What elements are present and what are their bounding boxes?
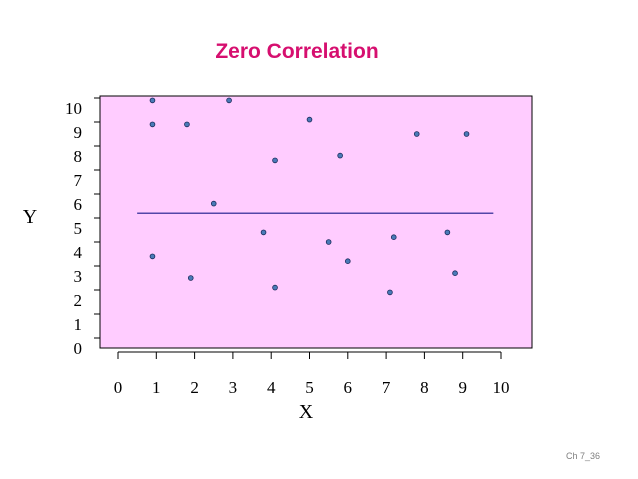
x-tick-label: 8 <box>420 378 429 397</box>
data-point <box>272 284 278 291</box>
data-point <box>337 152 343 159</box>
y-axis-label: Y <box>23 206 37 228</box>
x-tick-label: 6 <box>344 378 353 397</box>
x-tick-label: 9 <box>458 378 467 397</box>
data-point <box>413 131 420 137</box>
y-tick-label: 4 <box>74 243 83 262</box>
y-tick-label: 8 <box>74 147 83 166</box>
x-tick-label: 1 <box>152 378 161 397</box>
chart-title: Zero Correlation <box>215 40 378 63</box>
data-point <box>210 200 217 207</box>
y-tick-label: 1 <box>74 315 83 334</box>
data-point <box>387 289 393 296</box>
data-point <box>306 116 313 123</box>
y-tick-label: 6 <box>74 195 83 214</box>
data-point <box>463 131 470 137</box>
x-tick-label: 4 <box>267 378 276 397</box>
x-tick-label: 7 <box>382 378 391 397</box>
slide-footer: Ch 7_36 <box>566 451 600 461</box>
y-tick-label: 7 <box>74 171 83 190</box>
x-axis: 0 1 2 3 4 5 6 7 8 9 10 <box>114 351 510 397</box>
y-tick-label: 10 <box>65 99 82 118</box>
y-tick-label: 2 <box>74 291 83 310</box>
data-point <box>390 234 397 241</box>
data-point <box>184 121 190 128</box>
y-tick-label: 9 <box>74 123 83 142</box>
plot-area <box>99 95 533 349</box>
data-points <box>149 97 470 296</box>
data-point <box>444 229 451 236</box>
data-point <box>149 97 156 104</box>
x-axis-label: X <box>299 401 314 423</box>
x-tick-label: 5 <box>305 378 314 397</box>
data-point <box>344 258 351 265</box>
data-point <box>149 253 156 260</box>
x-tick-label: 2 <box>190 378 199 397</box>
data-point <box>272 157 278 164</box>
x-tick-label: 3 <box>229 378 238 397</box>
y-tick-label: 0 <box>74 339 83 358</box>
x-tick-label: 10 <box>493 378 510 397</box>
data-point <box>452 270 458 277</box>
data-point <box>260 229 267 236</box>
y-tick-label: 5 <box>74 219 83 238</box>
x-tick-label: 0 <box>114 378 123 397</box>
data-point <box>187 275 194 281</box>
data-point <box>325 239 332 245</box>
data-point <box>226 97 232 104</box>
data-point <box>149 121 156 128</box>
y-axis: 0 1 2 3 4 5 6 7 8 9 10 <box>65 97 100 358</box>
y-tick-label: 3 <box>74 267 83 286</box>
